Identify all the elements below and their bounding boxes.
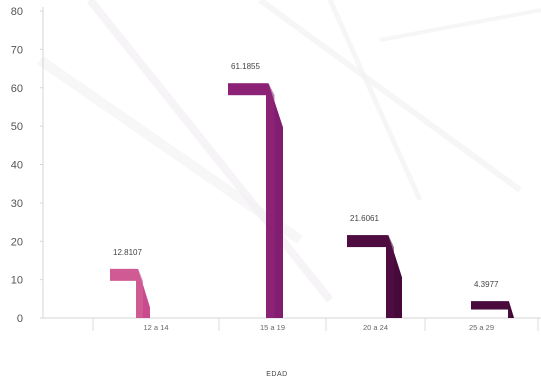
y-tick-label: 10 — [11, 275, 23, 287]
bar-top-band — [110, 268, 136, 281]
bar-top-band — [471, 301, 508, 310]
x-axis: 12 a 14 15 a 19 20 a 24 25 a 29 — [43, 317, 541, 332]
x-tick-label: 20 a 24 — [363, 323, 388, 332]
y-tick-label: 50 — [11, 121, 23, 133]
bar-value-label: 61.1855 — [231, 62, 260, 71]
bar-top-band — [228, 83, 266, 96]
y-tick-label: 80 — [11, 6, 23, 18]
bar-value-label: 12.8107 — [113, 248, 142, 257]
x-tick-label: 25 a 29 — [469, 323, 494, 332]
value-labels: 12.8107 61.1855 21.6061 4.3977 — [113, 62, 499, 289]
bars — [110, 83, 514, 318]
y-tick-label: 30 — [11, 198, 23, 210]
y-tick-label: 40 — [11, 160, 23, 172]
bar-fold-shade — [268, 83, 283, 318]
bar-fold-shade — [388, 235, 402, 318]
background-streaks — [37, 0, 541, 303]
bar-fold-shade — [508, 301, 514, 318]
y-tick-label: 20 — [11, 236, 23, 248]
x-axis-title: EDAD — [266, 371, 287, 378]
bar-top-band — [347, 235, 386, 248]
y-tick-label: 60 — [11, 83, 23, 95]
y-tick-label: 0 — [17, 313, 23, 325]
y-axis: 0 10 20 30 40 50 60 70 80 — [11, 6, 44, 325]
bar-value-label: 21.6061 — [350, 214, 379, 223]
bar-fold-shade — [138, 268, 150, 318]
x-tick-label: 15 a 19 — [260, 323, 285, 332]
y-tick-label: 70 — [11, 44, 23, 56]
bar-value-label: 4.3977 — [474, 280, 499, 289]
x-tick-label: 12 a 14 — [143, 323, 168, 332]
